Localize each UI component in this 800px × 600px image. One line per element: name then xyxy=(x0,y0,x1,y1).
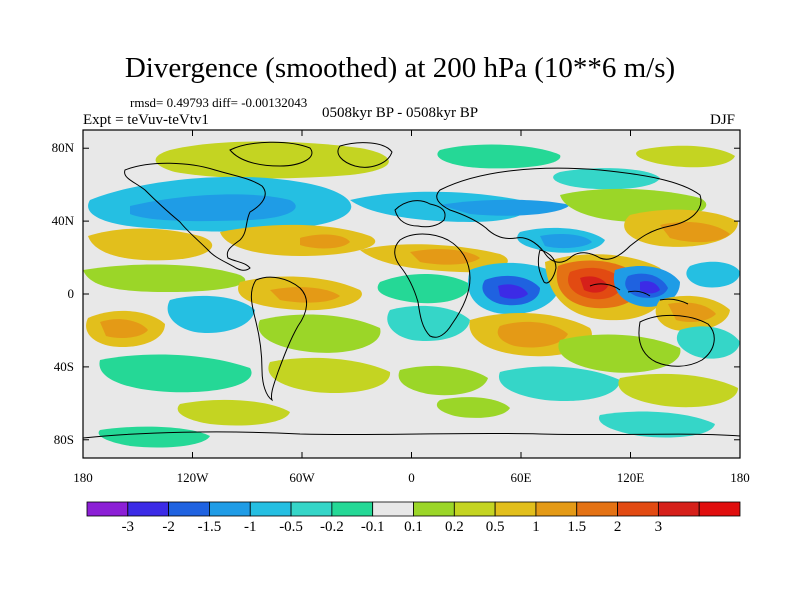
experiment-label: Expt = teVuv-teVtv1 xyxy=(83,112,209,128)
colorbar-box xyxy=(413,501,455,517)
plot-title: Divergence (smoothed) at 200 hPa (10**6 … xyxy=(124,52,676,84)
colorbar-label: -2 xyxy=(162,519,175,535)
stats-text: rmsd= 0.49793 diff= -0.00132043 xyxy=(130,95,308,110)
colorbar-box xyxy=(535,501,578,517)
lon-label: 60W xyxy=(289,470,315,485)
colorbar-label: -0.5 xyxy=(279,519,303,535)
colorbar-label: -0.1 xyxy=(360,519,385,535)
colorbar-box xyxy=(698,501,741,517)
coastlines xyxy=(83,141,740,439)
lon-label: 120E xyxy=(616,470,645,485)
period-label: 0508kyr BP - 0508kyr BP xyxy=(322,105,479,121)
colorbar-label: -0.2 xyxy=(320,519,344,535)
colorbar-box xyxy=(453,501,496,517)
lat-label: 80N xyxy=(51,140,74,156)
lat-label: 80S xyxy=(53,431,74,447)
colorbar-label: 2 xyxy=(613,519,622,535)
colorbar-label: -3 xyxy=(121,519,135,535)
lon-label: 0 xyxy=(408,470,415,485)
axis-ticks xyxy=(82,130,741,458)
colorbar-label: 3 xyxy=(654,519,663,535)
colorbar-label: -1 xyxy=(244,519,257,535)
colorbar-label: -1.5 xyxy=(197,519,222,535)
colorbar-box xyxy=(86,501,129,517)
colorbar-box xyxy=(168,501,210,517)
colorbar-label: 0.2 xyxy=(444,519,464,535)
colorbar-box xyxy=(576,501,618,517)
season-label: DJF xyxy=(710,112,736,128)
lat-label: 0 xyxy=(67,286,75,301)
colorbar-box xyxy=(494,501,537,517)
lon-label: 60E xyxy=(510,470,532,485)
colorbar-box xyxy=(290,501,333,517)
colorbar-box xyxy=(209,501,251,517)
colorbar-label: 1.5 xyxy=(567,519,587,535)
lon-label: 180 xyxy=(730,470,750,485)
colorbar-box xyxy=(372,501,414,517)
colorbar-label: 1 xyxy=(532,519,540,535)
lat-label: 40N xyxy=(51,213,74,229)
colorbar-box xyxy=(127,501,170,517)
colorbar-box xyxy=(657,501,700,517)
lon-label: 120W xyxy=(176,470,209,485)
lat-label: 40S xyxy=(53,358,74,374)
lon-label: 180 xyxy=(73,470,93,485)
colorbar-box xyxy=(617,501,659,517)
colorbar-box xyxy=(331,501,374,517)
colorbar-label: 0.5 xyxy=(485,519,505,535)
colorbar-label: 0.1 xyxy=(404,519,423,535)
colorbar-box xyxy=(249,501,292,517)
